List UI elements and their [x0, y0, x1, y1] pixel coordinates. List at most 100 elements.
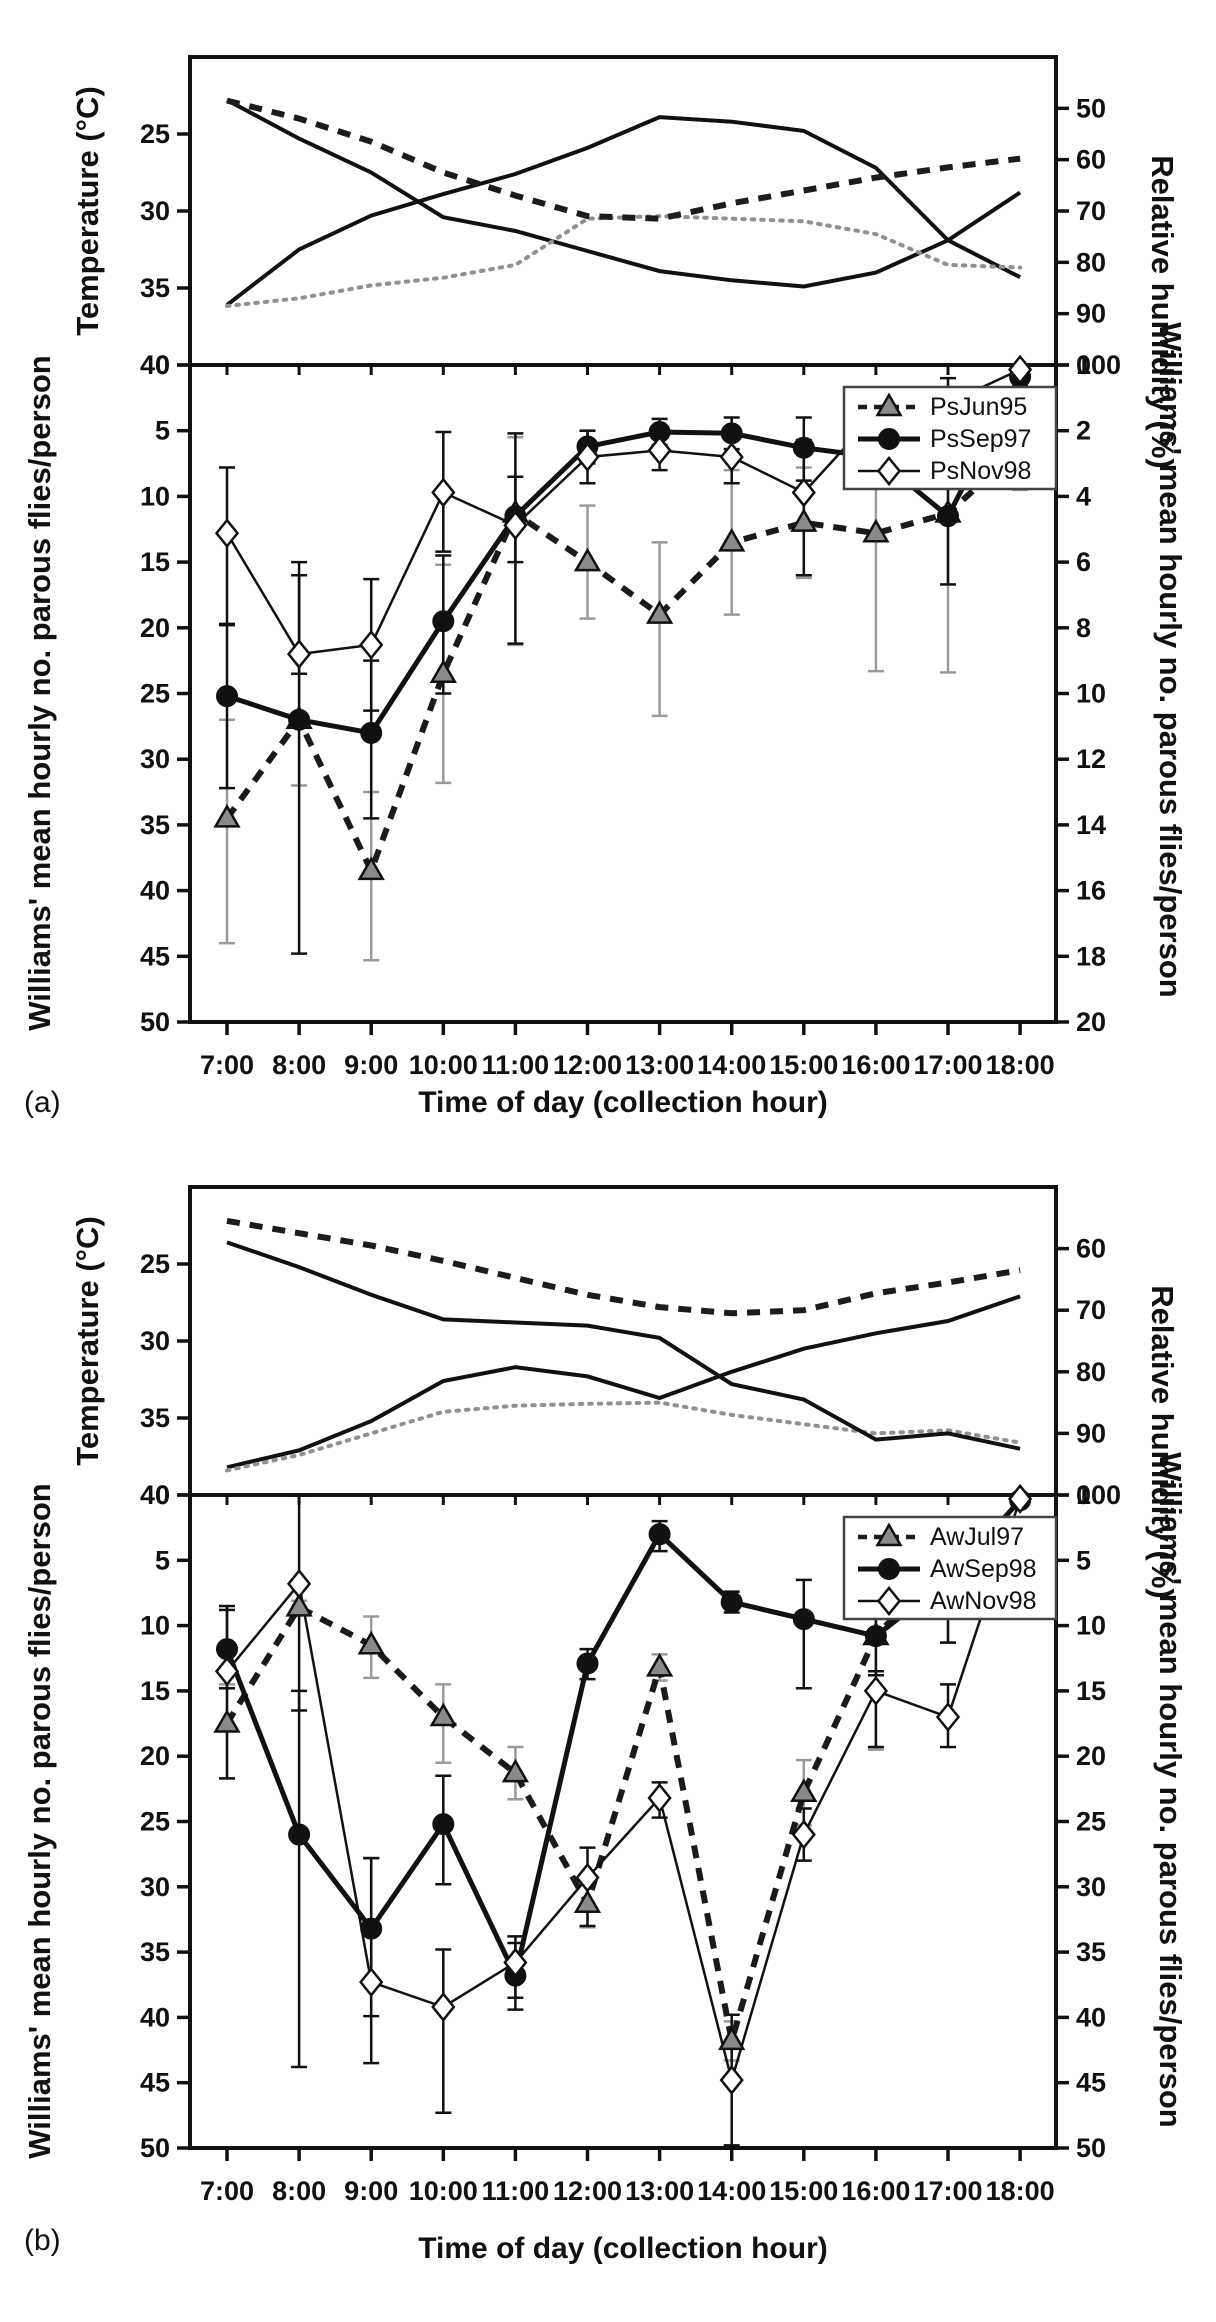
tick-label: 35 [140, 1403, 170, 1433]
circle-marker [216, 685, 238, 708]
tick-label: 25 [140, 1249, 170, 1279]
panel-b-humidity-axis-label: Relative humidity (%) [1145, 1285, 1180, 1599]
triangle-marker [862, 518, 890, 543]
diamond-marker [431, 477, 456, 508]
legend-label: AwSep98 [930, 1555, 1037, 1583]
tick-label: 80 [1076, 1357, 1106, 1387]
tick-label: 50 [140, 1007, 170, 1037]
x-tick-label: 17:00 [913, 2176, 982, 2206]
tick-label: 45 [140, 941, 170, 971]
tick-label: 5 [155, 416, 170, 446]
tick-label: 100 [1076, 1480, 1121, 1510]
tick-label: 25 [1076, 1807, 1106, 1837]
panel-b: 40 35 30 25 100 90 80 70 60 50 45 40 35 30 25 20 15 10 5 0 5… [0, 1130, 1216, 2322]
plot-frame [188, 55, 1058, 367]
triangle-marker [213, 803, 241, 828]
legend-label: PsJun95 [930, 393, 1027, 421]
tick-label: 60 [1076, 145, 1106, 175]
panel-b-temperature-axis-label: Temperature (°C) [70, 1216, 105, 1466]
triangle-marker [573, 1889, 602, 1914]
circle-marker [878, 1558, 900, 1580]
diamond-marker [876, 456, 902, 486]
tick-label: 50 [1076, 2133, 1106, 2163]
x-tick-label: 17:00 [913, 1050, 982, 1080]
tick-label: 2 [1076, 416, 1091, 446]
circle-marker [360, 1917, 383, 1940]
tick-label: 40 [140, 1480, 170, 1510]
tick-label: 70 [1076, 1295, 1106, 1325]
tick-label: 12 [1076, 744, 1106, 774]
x-tick-label: 18:00 [986, 1050, 1055, 1080]
circle-marker [576, 1652, 599, 1675]
series-AwNov98-line [226, 1498, 1022, 2085]
triangle-marker [213, 1709, 241, 1733]
tick-label: 15 [140, 1676, 170, 1706]
tick-label: 35 [140, 1937, 170, 1967]
flies-subplot: 5045403530252015105050454035302520151050… [140, 1480, 1106, 2206]
series-temperature-solid-declining [226, 1294, 1021, 1470]
tick-label: 0 [1076, 350, 1091, 380]
panel-a-temperature-axis-label: Temperature (°C) [70, 86, 105, 336]
panel-a-humidity-axis-label: Relative humidity (%) [1145, 155, 1180, 469]
series-temperature-solid-v [225, 115, 1022, 307]
panel-a-flies-right-axis-label: Williams' mean hourly no. parous flies/p… [1153, 322, 1188, 997]
tick-label: 18 [1076, 941, 1106, 971]
diamond-marker [575, 441, 600, 472]
panel-a-x-axis-title: Time of day (collection hour) [418, 1086, 827, 1119]
triangle-marker [501, 1758, 530, 1783]
diamond-marker [647, 435, 672, 466]
x-tick-label: 7:00 [200, 2176, 254, 2206]
tick-label: 10 [1076, 679, 1106, 709]
x-tick-label: 12:00 [553, 2176, 622, 2206]
legend-label: AwNov98 [930, 1587, 1037, 1615]
diamond-marker [359, 1967, 384, 1998]
x-tick-label: 15:00 [769, 2176, 838, 2206]
diamond-marker [1007, 354, 1033, 385]
tick-label: 60 [1076, 1234, 1106, 1264]
diamond-marker [935, 1702, 961, 1733]
x-tick-label: 8:00 [272, 1050, 326, 1080]
series-humidity-grey-dotted [225, 214, 1023, 308]
diamond-marker [286, 1568, 312, 1599]
diamond-marker [431, 1991, 456, 2022]
circle-marker [720, 1591, 743, 1614]
diamond-marker [575, 1862, 600, 1893]
x-tick-label: 11:00 [482, 1050, 550, 1080]
panel-b-chart: 4035302510090807060504540353025201510505… [22, 1185, 1188, 2265]
tick-label: 0 [1076, 1480, 1091, 1510]
panel-a-plot-root: 4035302510090807060505045403530252015105… [140, 55, 1121, 1080]
series-temperature-dark-dashed [226, 1217, 1021, 1317]
series-humidity-grey-dotted [225, 1400, 1023, 1473]
tick-label: 80 [1076, 247, 1106, 277]
weather-subplot: 40 35 30 25 100 90 80 70 60 [140, 1185, 1121, 1510]
legend-label: PsNov98 [930, 457, 1031, 485]
x-tick-label: 8:00 [272, 2176, 326, 2206]
tick-label: 0 [155, 350, 170, 380]
triangle-marker [645, 1652, 674, 1677]
tick-label: 40 [140, 350, 170, 380]
diamond-marker [214, 518, 240, 549]
diamond-marker [791, 477, 816, 508]
tick-label: 25 [140, 679, 170, 709]
triangle-marker [790, 508, 818, 532]
tick-label: 40 [140, 876, 170, 906]
triangle-marker [875, 392, 903, 417]
tick-label: 20 [1076, 1007, 1106, 1037]
weather-subplot: 40 35 30 25 100 90 80 70 60 50 [140, 55, 1121, 380]
diamond-marker [863, 1675, 889, 1706]
tick-label: 35 [140, 273, 170, 303]
circle-marker [792, 1608, 815, 1631]
series-PsJun95-line [224, 445, 1023, 879]
panel-a-letter: (a) [24, 1086, 61, 1119]
flies-subplot: 50454035302520151050201816141210864207:0… [140, 350, 1106, 1080]
tick-label: 20 [140, 613, 170, 643]
diamond-marker [1007, 1483, 1033, 1514]
tick-label: 35 [1076, 1937, 1106, 1967]
circle-marker [878, 428, 900, 450]
legend-label: AwJul97 [930, 1523, 1024, 1551]
triangle-marker [718, 527, 746, 552]
triangle-marker [429, 1702, 457, 1727]
series-humidity-dark-dashed [226, 97, 1021, 222]
diamond-marker [876, 1586, 902, 1616]
triangle-marker [790, 1778, 818, 1803]
